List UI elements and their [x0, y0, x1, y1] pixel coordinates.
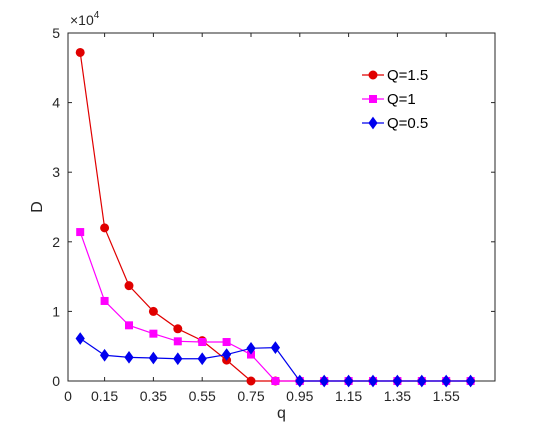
- y-axis: 0 1 2 3 4 5: [52, 25, 495, 389]
- data-point: [148, 306, 158, 316]
- data-point: [246, 341, 256, 355]
- data-point: [124, 350, 134, 364]
- legend-label: Q=0.5: [387, 115, 428, 132]
- x-axis: 0 0.15 0.35 0.55 0.75 0.95 1.15 1.35 1.55: [64, 33, 460, 404]
- data-point: [124, 281, 134, 291]
- data-point: [99, 348, 110, 362]
- data-point: [173, 337, 182, 346]
- legend-item: Q=1.5: [362, 67, 428, 84]
- series-Q=0.5: [75, 332, 476, 388]
- y-multiplier-base: ×10: [70, 12, 94, 28]
- legend-item: Q=1: [362, 91, 416, 108]
- legend-marker: [368, 70, 378, 80]
- data-point: [271, 377, 280, 385]
- y-tick-label: 2: [52, 234, 60, 250]
- legend-label: Q=1.5: [387, 67, 428, 84]
- series-layer: [75, 47, 476, 388]
- y-multiplier-exponent: 4: [94, 10, 100, 21]
- data-point: [100, 223, 110, 233]
- legend-item: Q=0.5: [362, 115, 428, 132]
- x-axis-title: q: [277, 405, 286, 422]
- x-tick-label: 0.55: [189, 388, 216, 404]
- data-point: [148, 351, 159, 365]
- data-point: [76, 228, 85, 237]
- data-point: [417, 374, 427, 388]
- x-tick-label: 0.75: [237, 388, 264, 404]
- data-point: [149, 329, 158, 338]
- legend-label: Q=1: [387, 91, 416, 108]
- data-point: [441, 374, 451, 388]
- data-point: [343, 374, 354, 388]
- y-axis-title: D: [29, 201, 46, 213]
- y-tick-label: 1: [52, 303, 60, 319]
- plot-area: [67, 32, 496, 382]
- data-point: [222, 338, 231, 347]
- data-point: [221, 348, 232, 361]
- data-point: [75, 332, 85, 345]
- legend-marker: [368, 116, 378, 130]
- data-point: [75, 47, 85, 57]
- data-point: [173, 324, 183, 334]
- y-tick-label: 4: [52, 95, 60, 111]
- legend: Q=1.5 Q=1 Q=0.5: [362, 67, 428, 132]
- x-tick-label: 1.15: [335, 388, 362, 404]
- data-point: [246, 376, 256, 386]
- x-tick-label: 0.95: [286, 388, 313, 404]
- x-tick-label: 0.15: [91, 388, 118, 404]
- data-point: [125, 321, 133, 330]
- axes-box: [67, 32, 496, 382]
- data-point: [270, 341, 281, 354]
- data-point: [465, 374, 476, 388]
- data-point: [392, 374, 403, 388]
- x-tick-label: 0.35: [140, 388, 167, 404]
- data-point: [197, 352, 207, 366]
- y-tick-label: 0: [52, 373, 60, 389]
- y-tick-label: 5: [52, 25, 60, 41]
- x-tick-label: 1.55: [433, 388, 460, 404]
- data-point: [368, 374, 378, 388]
- x-tick-label: 1.35: [384, 388, 411, 404]
- data-point: [295, 374, 305, 388]
- x-tick-label: 0: [64, 388, 72, 404]
- legend-marker: [369, 95, 377, 103]
- y-multiplier-label: ×104: [70, 10, 100, 28]
- data-point: [173, 352, 183, 366]
- data-point: [198, 338, 207, 347]
- y-tick-label: 3: [52, 164, 60, 180]
- data-point: [319, 374, 329, 388]
- data-point: [100, 296, 109, 305]
